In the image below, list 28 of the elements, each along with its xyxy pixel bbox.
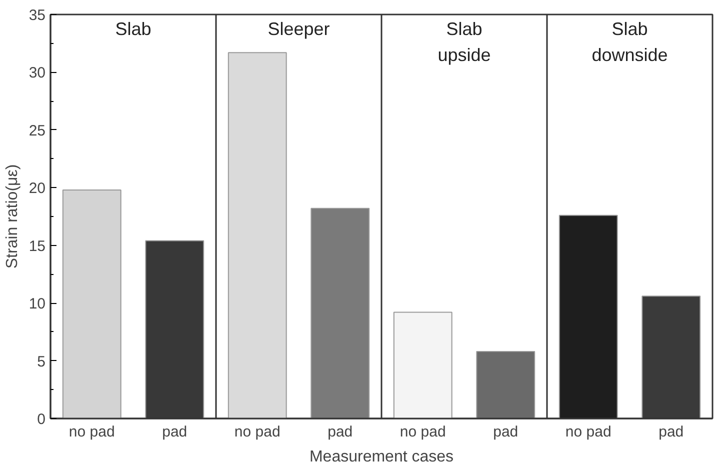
y-axis-title: Strain ratio(με) xyxy=(4,164,21,269)
x-tick-label: pad xyxy=(493,424,518,440)
bar xyxy=(310,208,370,418)
y-tick-label: 10 xyxy=(28,296,46,313)
x-tick-label: no pad xyxy=(234,424,280,440)
bar xyxy=(558,214,618,418)
y-tick-label: 25 xyxy=(28,122,46,140)
y-tick-label: 15 xyxy=(28,238,46,255)
bar xyxy=(228,52,287,418)
y-tick-label: 0 xyxy=(37,411,46,428)
x-tick-label: no pad xyxy=(68,424,115,440)
x-tick-label: pad xyxy=(328,424,353,440)
x-tick-label: no pad xyxy=(400,424,446,440)
y-tick-label: 35 xyxy=(28,7,46,24)
bar xyxy=(393,312,452,418)
x-tick-label: no pad xyxy=(565,424,612,440)
bar xyxy=(62,189,122,418)
annotation: Slab upside xyxy=(438,19,491,66)
bar xyxy=(476,351,536,418)
annotation: Slab xyxy=(115,19,152,40)
annotation: Sleeper xyxy=(268,19,330,40)
x-tick-label: pad xyxy=(658,424,684,440)
y-tick-label: 5 xyxy=(37,353,46,370)
x-tick-label: pad xyxy=(162,424,188,440)
y-tick-label: 20 xyxy=(28,180,46,198)
x-axis-title: Measurement cases xyxy=(309,448,454,466)
y-tick-label: 30 xyxy=(28,64,46,82)
annotation: Slab downside xyxy=(592,19,668,66)
